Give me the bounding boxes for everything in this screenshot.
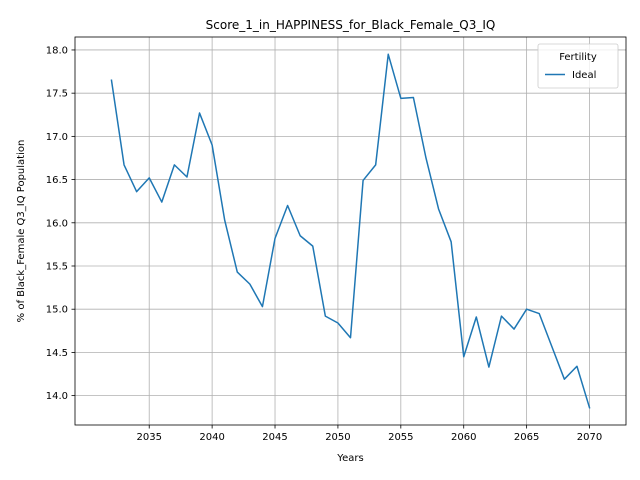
x-tick-label: 2070 <box>577 432 602 443</box>
y-tick-label: 17.5 <box>46 89 68 100</box>
legend-box <box>537 43 619 89</box>
y-tick-label: 15.0 <box>46 305 68 316</box>
chart-title: Score_1_in_HAPPINESS_for_Black_Female_Q3… <box>206 18 496 32</box>
x-tick-label: 2060 <box>451 432 476 443</box>
x-tick-label: 2040 <box>199 432 224 443</box>
y-tick-label: 18.0 <box>46 45 68 56</box>
x-tick-label: 2045 <box>262 432 287 443</box>
series-lines <box>110 53 591 409</box>
y-axis-label: % of Black_Female Q3_IQ Population <box>16 140 27 323</box>
y-tick-label: 17.0 <box>46 132 68 143</box>
x-tick-label: 2050 <box>325 432 350 443</box>
y-tick-label: 16.5 <box>46 175 68 186</box>
y-tick-label: 15.5 <box>46 261 68 272</box>
y-tick-label: 14.5 <box>46 348 68 359</box>
x-tick-label: 2065 <box>514 432 539 443</box>
legend-title: Fertility <box>559 52 597 63</box>
legend: Fertility Ideal <box>537 43 619 89</box>
axis-ticks: 2035 2040 2045 2050 2055 2060 2065 2070 14.0 14.5… <box>46 45 603 443</box>
x-tick-label: 2055 <box>388 432 413 443</box>
plot-frame <box>74 36 627 426</box>
x-axis-label: Years <box>336 453 363 464</box>
y-tick-label: 14.0 <box>46 391 68 402</box>
grid-lines <box>75 37 626 425</box>
legend-entries: Ideal <box>545 70 596 81</box>
x-tick-label: 2035 <box>136 432 161 443</box>
legend-entry-label: Ideal <box>572 70 596 81</box>
y-tick-label: 16.0 <box>46 218 68 229</box>
series-line-ideal <box>110 53 591 409</box>
